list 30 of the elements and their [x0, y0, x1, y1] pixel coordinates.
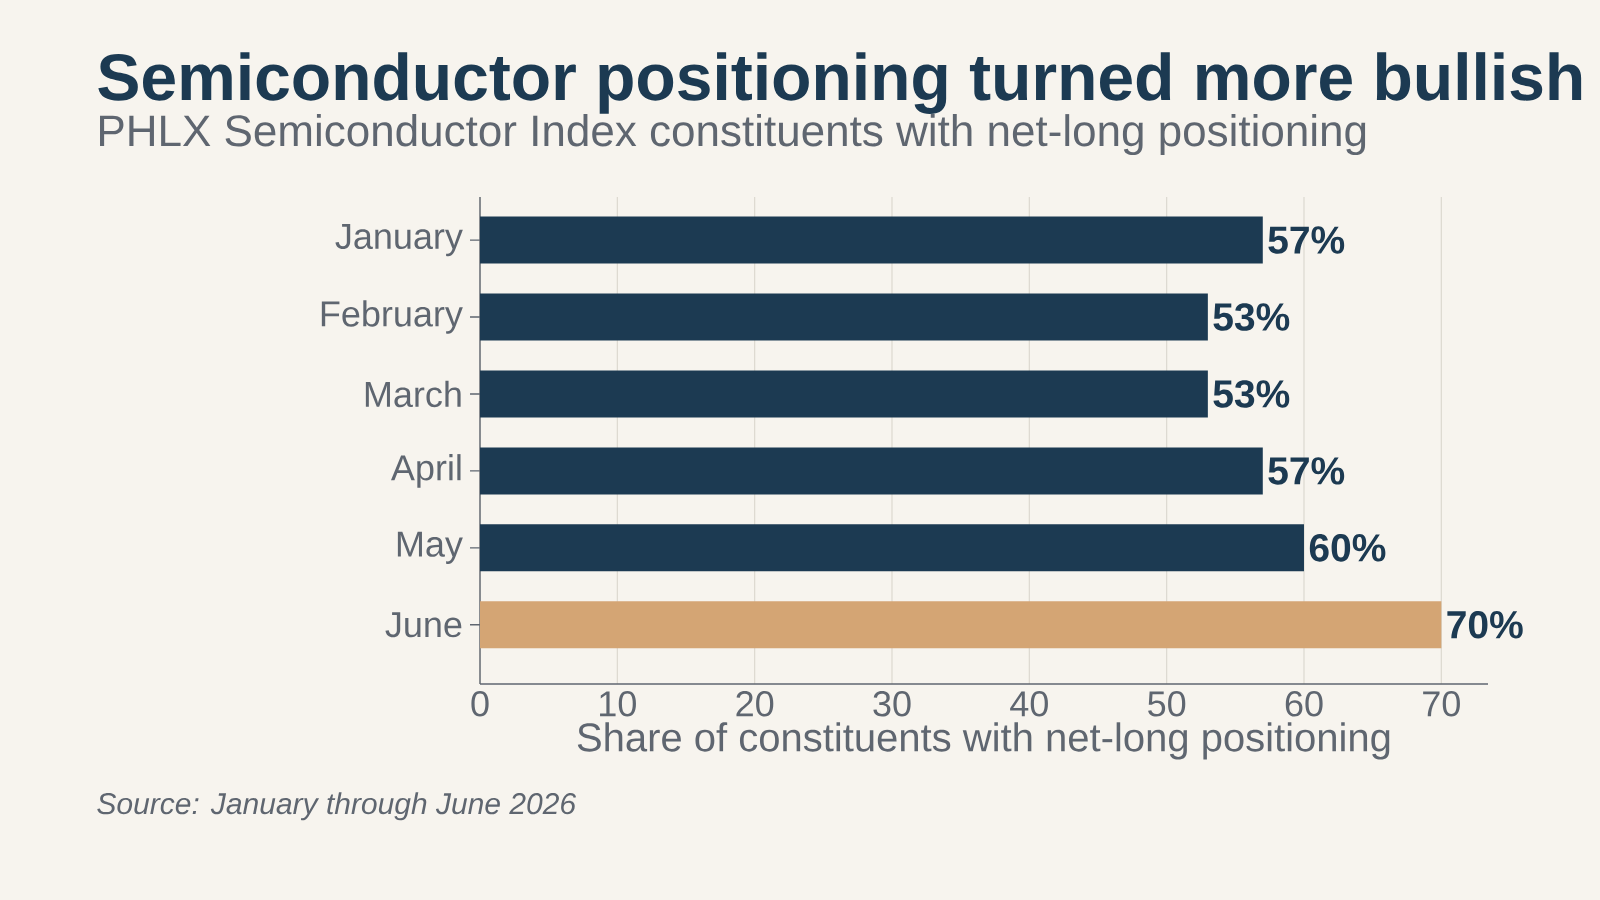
data-label: 53%	[1213, 303, 1290, 331]
x-tick-label: 40	[1010, 691, 1048, 717]
data-label: 70%	[1447, 610, 1523, 639]
data-label: 57%	[1268, 226, 1345, 254]
x-tick-label: 30	[873, 691, 911, 717]
bar	[480, 601, 1442, 649]
bar	[480, 216, 1263, 264]
y-tick-label: May	[397, 531, 463, 564]
source-note: Source: January through June 2026	[97, 792, 577, 821]
chart-title: Semiconductor positioning turned more bullish	[98, 52, 1582, 114]
y-tick-label: January	[335, 223, 463, 257]
bar	[480, 370, 1208, 418]
y-tick-label: February	[321, 300, 463, 334]
x-tick-label: 60	[1285, 691, 1323, 717]
y-tick-label: June	[385, 612, 462, 638]
bar	[480, 293, 1208, 341]
y-tick-label: April	[390, 454, 461, 488]
data-label: 53%	[1213, 380, 1290, 408]
x-tick-label: 50	[1148, 691, 1186, 717]
bar	[480, 447, 1263, 495]
x-tick-label: 20	[736, 691, 774, 717]
data-label: 60%	[1309, 534, 1386, 562]
y-tick-label: March	[365, 380, 461, 408]
x-tick-label: 70	[1423, 691, 1460, 717]
x-tick-label: 0	[471, 691, 489, 717]
data-label: 57%	[1268, 457, 1345, 485]
x-tick-label: 10	[600, 691, 636, 717]
chart-subtitle: PHLX Semiconductor Index constituents with net-long positioning	[100, 114, 1366, 156]
x-axis-title: Share of constituents with net-long positioning	[577, 722, 1390, 760]
bar	[480, 524, 1304, 572]
